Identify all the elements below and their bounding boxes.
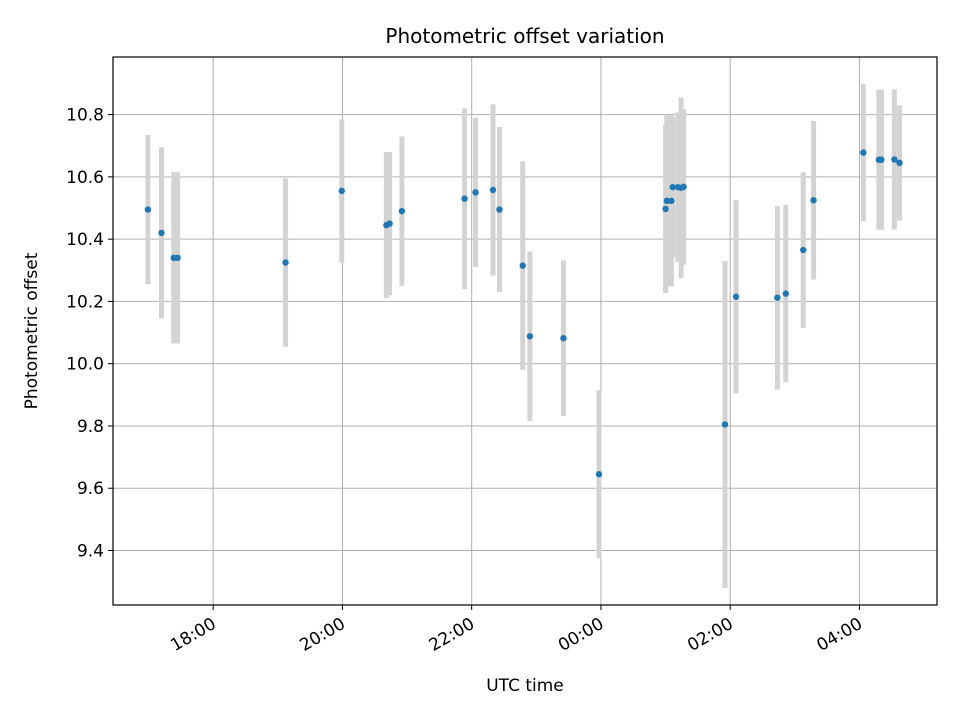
data-point — [282, 259, 289, 266]
data-point — [662, 205, 669, 213]
y-tick-label: 9.6 — [77, 479, 104, 499]
y-axis-label: Photometric offset — [22, 252, 42, 409]
y-tick-label: 10.4 — [66, 230, 104, 250]
x-axis-label: UTC time — [486, 676, 564, 696]
data-point — [174, 254, 181, 262]
data-point — [774, 294, 781, 301]
data-point — [896, 159, 903, 167]
y-tick-label: 9.4 — [77, 542, 104, 562]
data-point — [721, 421, 729, 428]
y-axis-ticks: 9.4 9.6 9.8 10.0 10.2 10.4 10.6 10.8 — [66, 106, 113, 562]
chart-title: Photometric offset variation — [385, 24, 664, 48]
data-point — [338, 187, 345, 195]
data-point — [519, 262, 526, 269]
y-tick-label: 10.6 — [66, 168, 104, 188]
data-point — [668, 197, 675, 205]
data-point — [663, 197, 671, 205]
data-points — [144, 149, 903, 478]
data-point — [144, 206, 152, 213]
y-tick-label: 10.2 — [66, 292, 104, 312]
data-point — [800, 246, 807, 254]
data-point — [489, 186, 497, 194]
y-tick-label: 9.8 — [77, 417, 104, 437]
data-point — [680, 183, 687, 191]
data-point — [398, 207, 406, 215]
data-point — [732, 293, 740, 300]
data-point — [386, 220, 393, 227]
data-point — [782, 290, 789, 297]
data-point — [595, 471, 603, 478]
data-point — [860, 149, 867, 156]
plot-frame — [112, 56, 938, 606]
data-point — [669, 183, 676, 191]
data-point — [472, 189, 479, 196]
data-point — [560, 334, 567, 342]
y-tick-label: 10.0 — [66, 355, 104, 375]
data-point — [526, 333, 534, 340]
data-point — [878, 156, 885, 163]
data-point — [810, 197, 817, 204]
data-point — [496, 206, 503, 213]
data-point — [158, 229, 165, 237]
y-tick-label: 10.8 — [66, 106, 104, 126]
data-point — [461, 195, 468, 202]
data-point — [891, 156, 898, 163]
